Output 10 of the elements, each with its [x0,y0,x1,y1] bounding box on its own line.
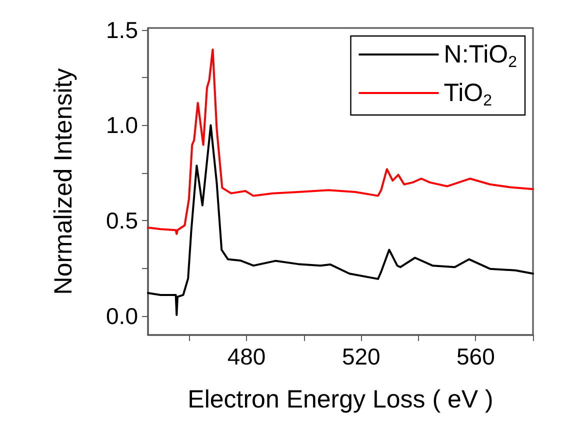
x-tick-label: 560 [456,344,495,370]
y-tick-label: 0.0 [106,302,138,329]
y-tick-label: 1.5 [106,16,138,43]
y-tick-label: 1.0 [106,112,138,138]
x-axis-title: Electron Energy Loss ( eV ) [188,386,494,414]
line-series [147,124,534,316]
y-axis-title: Normalized Intensity [50,68,78,295]
x-tick-label: 480 [227,344,266,370]
x-tick-label: 520 [342,344,380,370]
y-tick-label: 0.5 [106,208,138,234]
